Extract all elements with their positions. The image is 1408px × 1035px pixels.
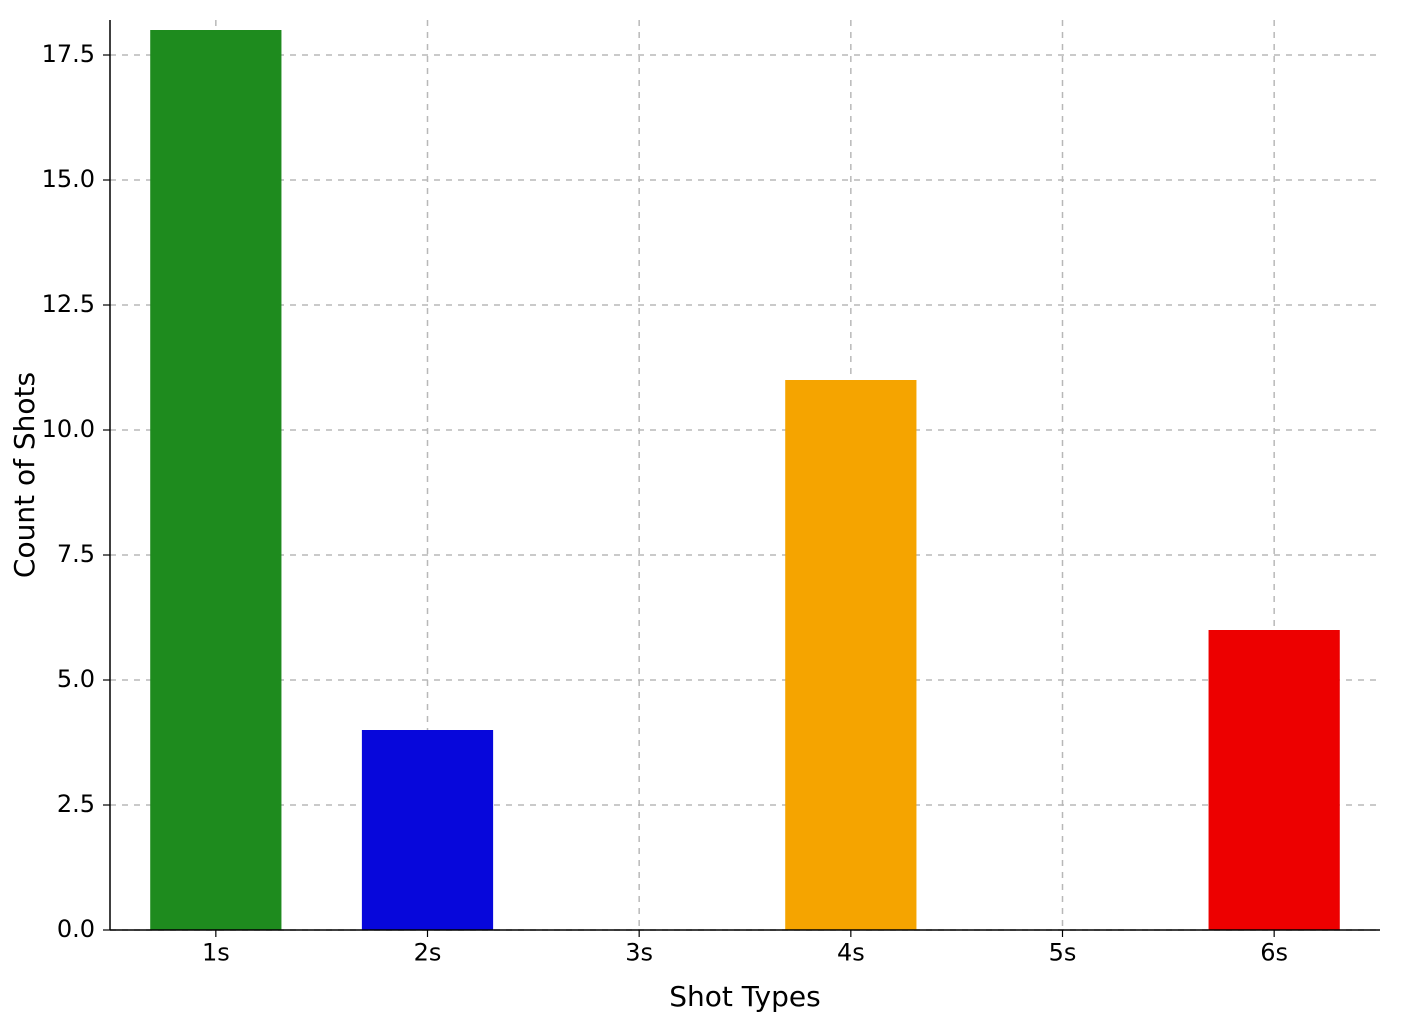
x-tick-label: 5s	[1049, 939, 1077, 967]
bar	[362, 730, 493, 930]
y-tick-label: 12.5	[42, 290, 95, 318]
y-tick-label: 10.0	[42, 415, 95, 443]
y-axis-label: Count of Shots	[8, 372, 41, 578]
y-tick-label: 15.0	[42, 165, 95, 193]
x-tick-label: 6s	[1260, 939, 1288, 967]
x-axis-label: Shot Types	[669, 980, 820, 1013]
bar	[785, 380, 916, 930]
y-tick-label: 7.5	[57, 540, 95, 568]
x-tick-label: 1s	[202, 939, 230, 967]
x-tick-label: 2s	[414, 939, 442, 967]
y-tick-label: 0.0	[57, 915, 95, 943]
y-tick-label: 5.0	[57, 665, 95, 693]
chart-svg: 0.0 2.5 5.0 7.5 10.0 12.5 15.0 17.5 1s 2s 3s 4s 5s 6s…	[0, 0, 1408, 1035]
y-tick-label: 17.5	[42, 40, 95, 68]
bar	[150, 30, 281, 930]
bar	[1209, 630, 1340, 930]
bar-chart: 0.0 2.5 5.0 7.5 10.0 12.5 15.0 17.5 1s 2s 3s 4s 5s 6s…	[0, 0, 1408, 1035]
x-tick-label: 3s	[625, 939, 653, 967]
x-tick-label: 4s	[837, 939, 865, 967]
y-tick-label: 2.5	[57, 790, 95, 818]
